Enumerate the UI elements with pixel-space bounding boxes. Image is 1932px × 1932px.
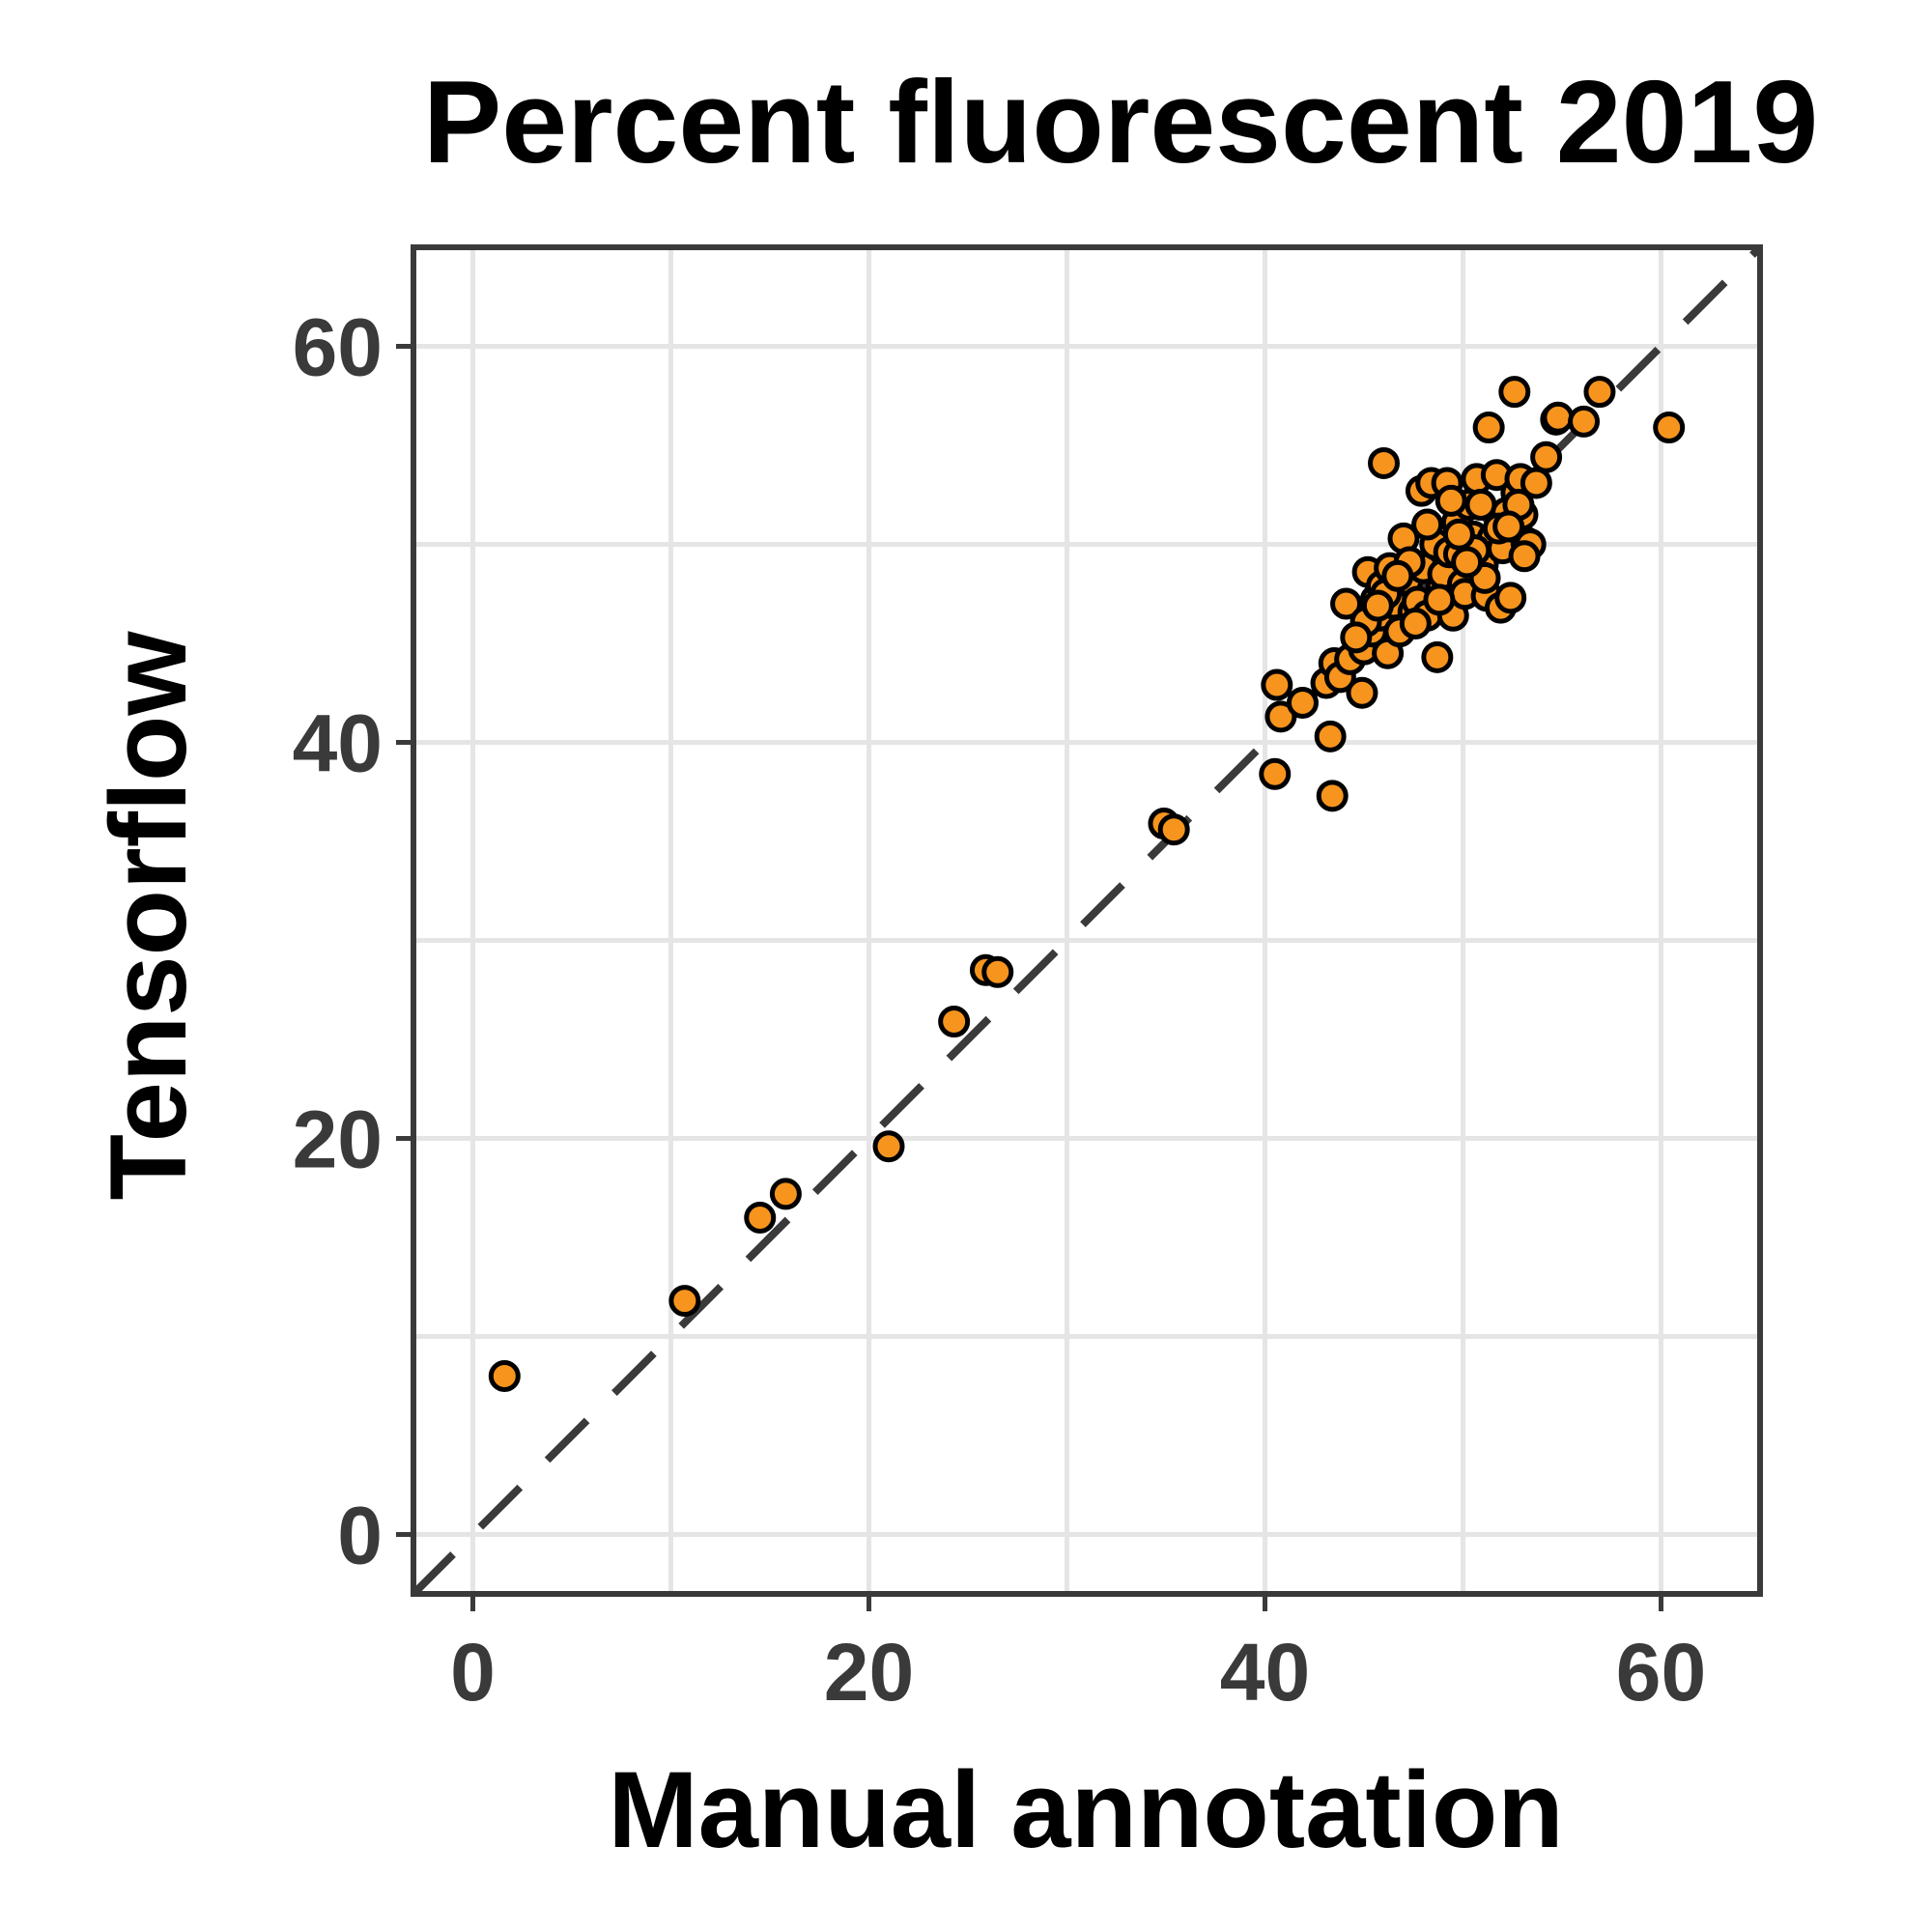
x-tick-label: 40 [1220,1627,1310,1718]
data-point [1316,780,1349,812]
data-point [1653,412,1686,444]
data-point [1381,559,1414,592]
data-point [981,955,1014,988]
axis-ticks: 0 20 40 60 0 20 40 60 [293,302,1707,1719]
x-tick-label: 0 [450,1627,496,1718]
data-point [668,1285,701,1318]
chart-title: Percent fluorescent 2019 [423,56,1818,187]
data-point [1568,405,1601,438]
y-tick-label: 0 [337,1491,383,1581]
data-point [1399,608,1432,639]
data-point [1368,446,1400,479]
data-point [1411,508,1444,541]
data-point [872,1130,905,1163]
data-point [1492,510,1525,543]
data-point [488,1360,521,1392]
data-points [488,376,1686,1392]
data-point [1464,489,1497,521]
x-axis-title: Manual annotation [608,1749,1563,1870]
data-point [1423,583,1456,616]
data-point [1157,813,1190,846]
data-point [1542,401,1575,434]
data-point [1442,518,1475,551]
data-point [1314,720,1347,753]
data-point [1494,582,1527,614]
data-point [1451,546,1484,579]
data-point [769,1178,802,1210]
data-point [938,1006,971,1038]
data-point [1530,440,1563,473]
data-point [744,1202,777,1234]
x-tick-label: 60 [1616,1627,1706,1718]
data-point [1286,687,1319,719]
data-point [1340,621,1373,654]
data-point [1264,700,1297,733]
data-point [1361,589,1394,622]
data-point [1346,676,1378,709]
y-tick-label: 40 [293,698,383,789]
data-point [1261,668,1293,701]
data-point [1421,640,1454,673]
data-point [1498,376,1531,409]
y-axis-title: Tensorflow [88,631,209,1201]
x-tick-label: 20 [824,1627,914,1718]
data-point [1472,412,1505,444]
y-tick-label: 60 [293,302,383,393]
y-tick-label: 20 [293,1094,383,1185]
data-point [1259,757,1292,790]
plot-panel-border [411,244,1763,1597]
data-point [1435,484,1467,517]
data-point [1583,376,1616,409]
data-point [1330,587,1363,620]
identity-reference-line [411,244,1763,1597]
data-point [1508,540,1541,573]
